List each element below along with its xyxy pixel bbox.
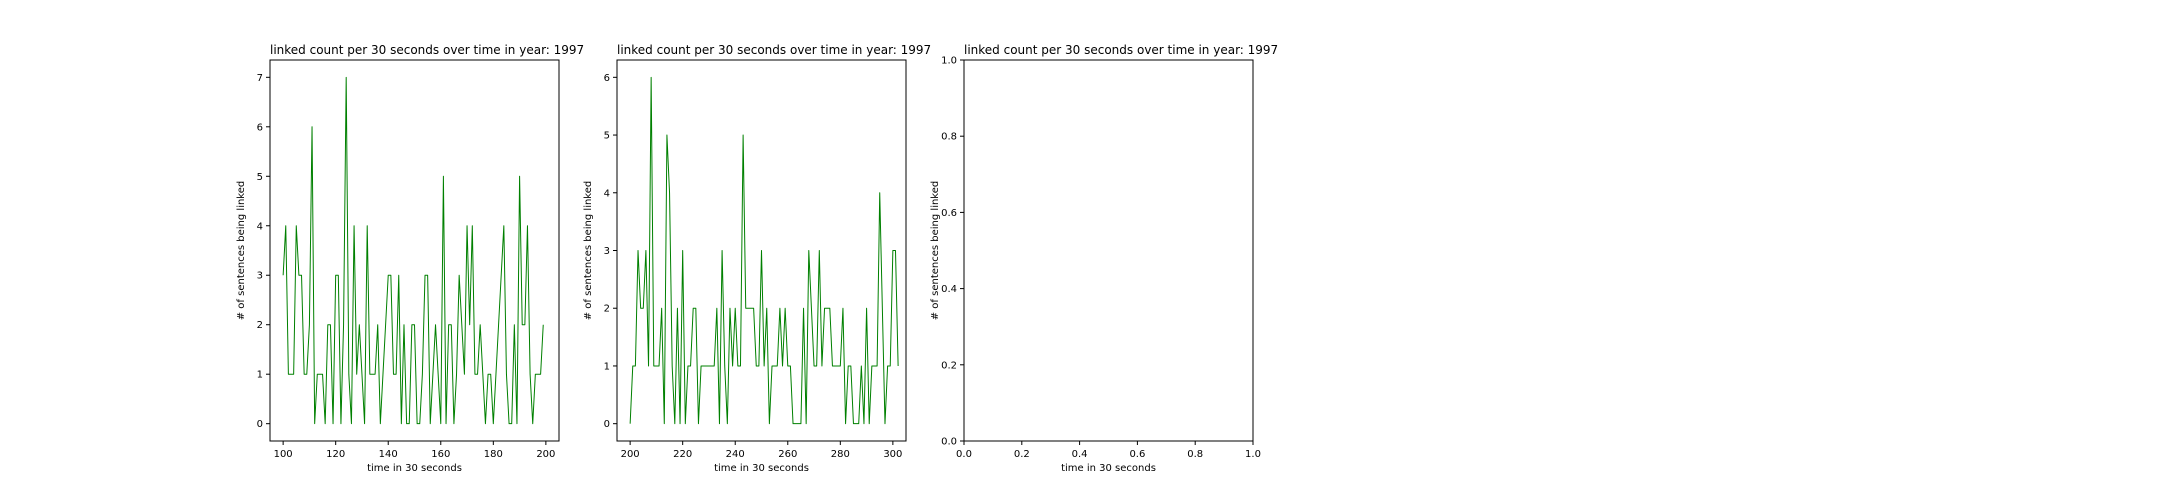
chart-1: linked count per 30 seconds over time in… (236, 43, 584, 474)
y-axis-label: # of sentences being linked (236, 181, 247, 321)
y-tick-label: 0 (604, 419, 610, 430)
data-line (282, 76, 544, 425)
y-tick-label: 1.0 (941, 56, 957, 67)
y-tick-label: 0.2 (941, 360, 957, 371)
y-tick-label: 4 (257, 221, 263, 232)
y-tick-label: 0.6 (941, 208, 957, 219)
y-tick-label: 5 (257, 172, 263, 183)
x-tick-label: 240 (726, 449, 745, 460)
y-tick-label: 0.8 (941, 132, 957, 143)
y-tick-label: 5 (604, 131, 610, 142)
y-axis-label: # of sentences being linked (583, 181, 594, 321)
x-tick-label: 1.0 (1245, 449, 1261, 460)
y-tick-label: 3 (257, 271, 263, 282)
x-tick-label: 200 (536, 449, 555, 460)
x-tick-label: 0.4 (1072, 449, 1088, 460)
chart-title: linked count per 30 seconds over time in… (964, 43, 1278, 57)
x-tick-label: 220 (673, 449, 692, 460)
x-tick-label: 0.6 (1129, 449, 1145, 460)
x-axis-label: time in 30 seconds (714, 463, 809, 474)
y-tick-label: 0.4 (941, 284, 957, 295)
y-tick-label: 2 (257, 320, 263, 331)
x-axis-label: time in 30 seconds (1061, 463, 1156, 474)
chart-title: linked count per 30 seconds over time in… (270, 43, 584, 57)
x-tick-label: 100 (274, 449, 293, 460)
chart-3: linked count per 30 seconds over time in… (930, 43, 1278, 474)
plot-frame (269, 59, 560, 442)
x-tick-label: 300 (883, 449, 902, 460)
y-tick-label: 3 (604, 246, 610, 257)
y-tick-label: 1 (604, 361, 610, 372)
data-line (629, 76, 899, 425)
y-tick-label: 7 (257, 73, 263, 84)
x-tick-label: 200 (621, 449, 640, 460)
x-axis-label: time in 30 seconds (367, 463, 462, 474)
x-tick-label: 180 (484, 449, 503, 460)
y-tick-label: 4 (604, 188, 610, 199)
y-tick-label: 6 (257, 122, 263, 133)
plot-frame (963, 59, 1254, 442)
x-tick-label: 140 (379, 449, 398, 460)
y-tick-label: 2 (604, 304, 610, 315)
x-tick-label: 0.0 (956, 449, 972, 460)
charts-layer: linked count per 30 seconds over time in… (236, 43, 1278, 474)
y-axis-label: # of sentences being linked (930, 181, 941, 321)
x-tick-label: 120 (326, 449, 345, 460)
chart-title: linked count per 30 seconds over time in… (617, 43, 931, 57)
x-tick-label: 0.2 (1014, 449, 1030, 460)
y-tick-label: 6 (604, 73, 610, 84)
y-tick-label: 1 (257, 370, 263, 381)
x-tick-label: 160 (431, 449, 450, 460)
y-tick-label: 0.0 (941, 437, 957, 448)
x-tick-label: 0.8 (1187, 449, 1203, 460)
x-tick-label: 280 (831, 449, 850, 460)
y-tick-label: 0 (257, 419, 263, 430)
chart-2: linked count per 30 seconds over time in… (583, 43, 931, 474)
x-tick-label: 260 (778, 449, 797, 460)
